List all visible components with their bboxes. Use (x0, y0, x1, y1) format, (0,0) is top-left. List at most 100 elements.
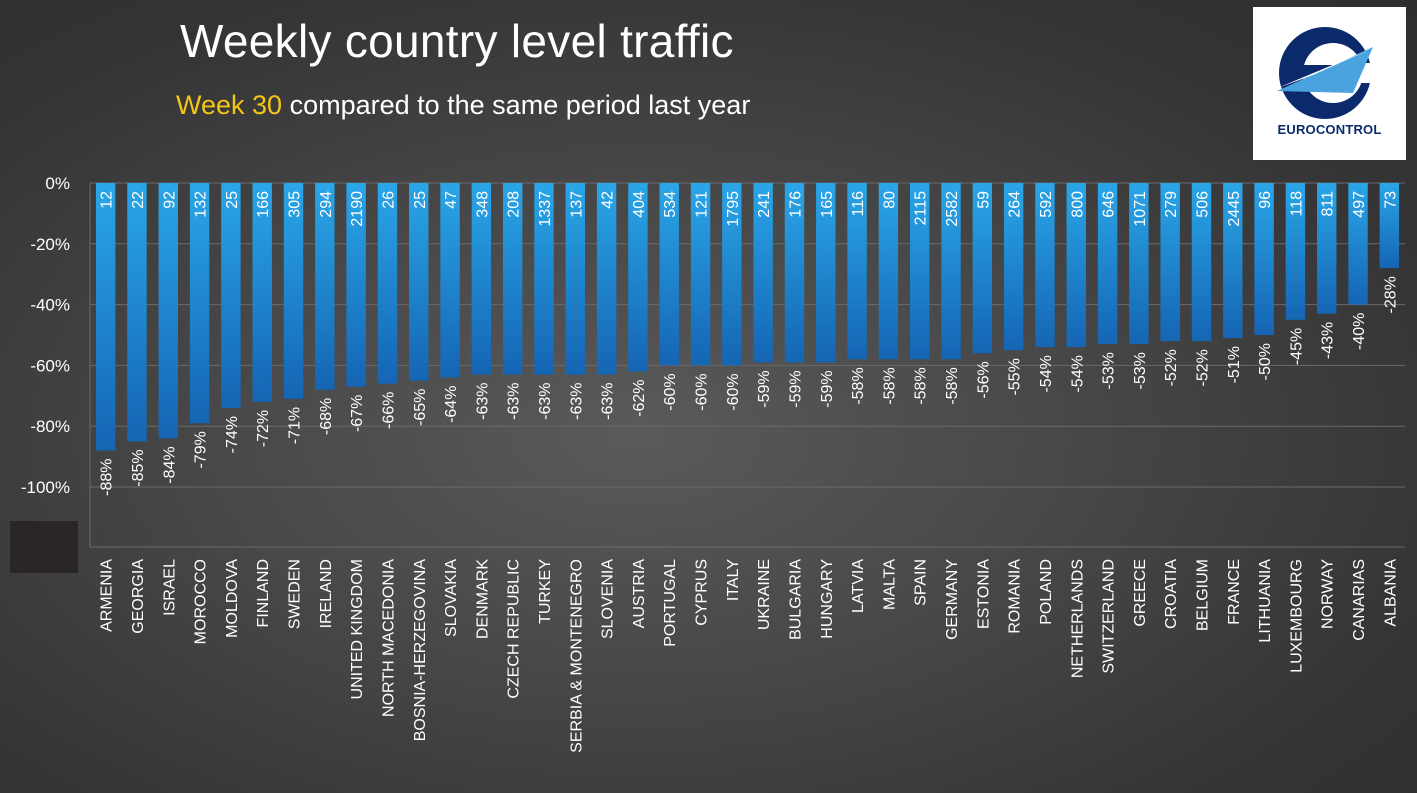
bar (221, 183, 241, 408)
y-tick-label: -80% (30, 417, 70, 436)
x-tick-label: UNITED KINGDOM (349, 559, 366, 699)
x-tick-label: SLOVAKIA (443, 559, 460, 637)
x-tick-label: PORTUGAL (662, 559, 679, 647)
flight-count-label: 264 (1007, 191, 1024, 218)
flight-count-label: 137 (568, 191, 585, 218)
bar (471, 183, 492, 375)
flight-count-label: 2115 (913, 191, 930, 226)
x-tick-label: FRANCE (1226, 559, 1243, 625)
flight-count-label: 534 (662, 191, 679, 218)
bar (972, 183, 993, 354)
x-tick-label: BULGARIA (787, 559, 804, 640)
bar (252, 183, 272, 402)
bar (1285, 183, 1306, 320)
x-tick-label: MOLDOVA (224, 559, 241, 638)
flight-count-label: 59 (975, 191, 992, 209)
logo-text: EUROCONTROL (1277, 122, 1382, 137)
bar (1160, 183, 1180, 342)
bar (816, 183, 836, 363)
eurocontrol-logo-icon (1275, 27, 1383, 119)
percent-change-label: -54% (1038, 355, 1055, 392)
percent-change-label: -55% (1007, 358, 1024, 395)
x-tick-label: TURKEY (537, 559, 554, 624)
bar (628, 183, 648, 372)
bar (909, 183, 930, 360)
percent-change-label: -68% (318, 398, 335, 435)
percent-change-label: -72% (255, 410, 272, 447)
x-tick-label: GEORGIA (130, 559, 147, 634)
y-tick-label: -100% (21, 478, 70, 497)
flight-count-label: 208 (506, 191, 523, 218)
x-tick-label: SWITZERLAND (1101, 559, 1118, 674)
x-axis-ticks: ARMENIA GEORGIA ISRAEL MOROCCO MOLDOVA FINLAN… (99, 559, 1400, 753)
percent-change-label: -40% (1351, 313, 1368, 350)
percent-change-label: -74% (224, 416, 241, 453)
x-tick-label: ROMANIA (1007, 559, 1024, 634)
percent-change-label: -51% (1226, 346, 1243, 383)
bar (753, 183, 773, 363)
percent-change-label: -84% (161, 446, 178, 483)
bar (127, 183, 147, 442)
flight-count-label: 497 (1351, 191, 1368, 218)
flight-count-label: 1071 (1132, 191, 1149, 227)
bar (158, 183, 178, 439)
flight-count-label: 166 (255, 191, 272, 218)
bar (722, 183, 742, 366)
x-tick-label: IRELAND (318, 559, 335, 628)
bar (941, 183, 961, 360)
percent-change-label: -50% (1257, 343, 1274, 380)
percent-change-label: -67% (349, 395, 366, 432)
flight-count-label: 348 (474, 191, 491, 218)
x-tick-label: HUNGARY (819, 559, 836, 639)
percent-change-label: -53% (1101, 352, 1118, 389)
flight-count-label: 47 (443, 191, 460, 209)
flight-count-label: 26 (380, 191, 397, 209)
x-tick-label: MOROCCO (193, 559, 210, 644)
flight-count-label: 12 (99, 191, 116, 209)
bar (565, 183, 586, 375)
percent-change-label: -60% (725, 373, 742, 410)
percent-change-label: -63% (506, 383, 523, 420)
bar (847, 183, 867, 360)
flight-count-label: 506 (1194, 191, 1211, 218)
flight-count-label: 118 (1288, 191, 1305, 217)
y-tick-label: -60% (30, 356, 70, 375)
flight-count-label: 305 (287, 191, 304, 218)
x-tick-label: ESTONIA (975, 559, 992, 629)
x-tick-label: AUSTRIA (631, 559, 648, 629)
flight-count-label: 132 (193, 191, 210, 218)
x-tick-label: SWEDEN (287, 559, 304, 629)
flight-count-label: 2445 (1226, 191, 1243, 227)
flight-count-label: 279 (1163, 191, 1180, 218)
percent-change-label: -85% (130, 449, 147, 486)
percent-change-label: -59% (756, 370, 773, 407)
bar (1129, 183, 1149, 345)
bar (1066, 183, 1086, 348)
bar (189, 183, 210, 424)
percent-change-label: -63% (537, 383, 554, 420)
bar (1035, 183, 1055, 348)
x-tick-label: GREECE (1132, 559, 1149, 627)
flight-count-label: 2582 (944, 191, 961, 227)
bar (502, 183, 523, 375)
bars (95, 183, 1400, 451)
decorative-box (10, 521, 78, 573)
flight-count-label: 811 (1320, 191, 1337, 217)
percent-change-label: -65% (412, 389, 429, 426)
percent-change-label: -28% (1382, 276, 1399, 313)
bar (596, 183, 617, 375)
bar (95, 183, 116, 451)
x-tick-label: NORTH MACEDONIA (380, 559, 397, 717)
flight-count-label: 22 (130, 191, 147, 209)
bar (377, 183, 398, 384)
percent-change-label: -58% (944, 367, 961, 404)
grid-lines (89, 182, 1405, 548)
flight-count-label: 592 (1038, 191, 1055, 218)
bar (1317, 183, 1337, 314)
flight-count-label: 121 (694, 191, 711, 218)
x-tick-label: LITHUANIA (1257, 559, 1274, 643)
flight-count-label: 1337 (537, 191, 554, 227)
flight-count-label: 42 (600, 191, 617, 209)
bar-labels: 12 -88% 22 -85% 92 -84% 132 -79% 25 -74% 166 -72% 30… (99, 191, 1400, 496)
